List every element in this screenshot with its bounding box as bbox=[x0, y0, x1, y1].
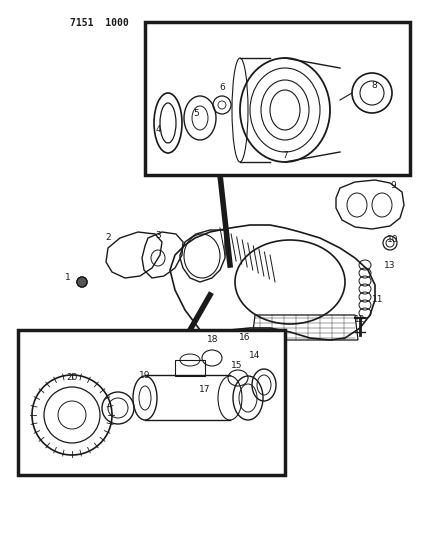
Text: 12: 12 bbox=[354, 316, 366, 325]
Text: 19: 19 bbox=[139, 370, 151, 379]
Ellipse shape bbox=[77, 277, 87, 287]
Text: 20: 20 bbox=[66, 374, 78, 383]
Text: 16: 16 bbox=[239, 334, 251, 343]
Text: 4: 4 bbox=[155, 125, 161, 134]
Bar bbox=[145, 22, 410, 175]
Text: 11: 11 bbox=[372, 295, 384, 304]
Text: 3: 3 bbox=[155, 230, 161, 239]
Text: 2: 2 bbox=[105, 233, 111, 243]
Bar bbox=[18, 330, 285, 475]
Text: 18: 18 bbox=[207, 335, 219, 344]
Text: 17: 17 bbox=[199, 385, 211, 394]
Text: 9: 9 bbox=[390, 181, 396, 190]
Text: 5: 5 bbox=[193, 109, 199, 117]
Text: 7: 7 bbox=[282, 150, 288, 159]
Text: 10: 10 bbox=[387, 236, 399, 245]
Bar bbox=[175, 360, 205, 376]
Text: 8: 8 bbox=[371, 80, 377, 90]
Text: 6: 6 bbox=[219, 84, 225, 93]
Text: 1: 1 bbox=[65, 273, 71, 282]
Text: 13: 13 bbox=[384, 261, 396, 270]
Text: 15: 15 bbox=[231, 360, 243, 369]
Text: 14: 14 bbox=[250, 351, 261, 359]
Text: 7151  1000: 7151 1000 bbox=[70, 18, 129, 28]
